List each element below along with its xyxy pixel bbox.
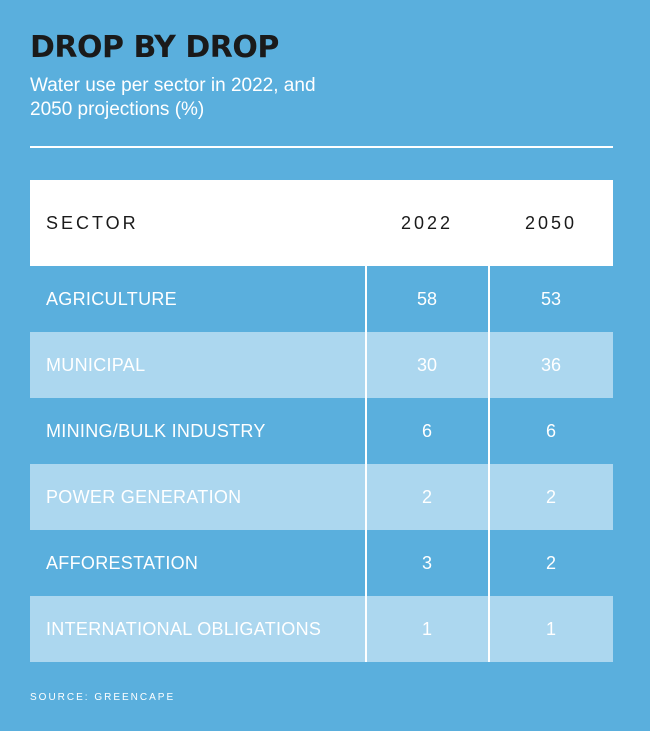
value-2050-cell: 36 [540,355,562,375]
value-2050-cell: 2 [545,487,556,507]
sector-cell: AFFORESTATION [46,553,199,573]
value-2050-cell: 6 [545,421,556,441]
chart-subtitle: Water use per sector in 2022, and 2050 p… [30,75,316,120]
value-2022-cell: 58 [416,289,438,309]
water-use-table: SECTOR 2022 2050 AGRICULTURE 58 53 MUNIC… [30,180,613,662]
table-row: AFFORESTATION 3 2 [30,530,613,596]
source-note: SOURCE: GREENCAPE [30,692,176,703]
column-divider [488,266,490,662]
table-row: INTERNATIONAL OBLIGATIONS 1 1 [30,596,613,662]
value-2050-cell: 53 [540,289,562,309]
value-2022-cell: 1 [421,619,432,639]
sector-cell: AGRICULTURE [46,289,177,309]
table-body: AGRICULTURE 58 53 MUNICIPAL 30 36 MINING… [30,266,613,662]
table-header: SECTOR 2022 2050 [30,180,613,266]
sector-cell: MINING/BULK INDUSTRY [46,421,266,441]
column-header-2050: 2050 [524,213,578,233]
column-header-2022: 2022 [400,213,454,233]
sector-cell: INTERNATIONAL OBLIGATIONS [46,619,322,639]
table-row: POWER GENERATION 2 2 [30,464,613,530]
sector-cell: POWER GENERATION [46,487,242,507]
table-row: MINING/BULK INDUSTRY 6 6 [30,398,613,464]
value-2022-cell: 6 [421,421,432,441]
value-2022-cell: 3 [421,553,432,573]
table-row: AGRICULTURE 58 53 [30,266,613,332]
title-divider [30,146,613,148]
table-row: MUNICIPAL 30 36 [30,332,613,398]
value-2050-cell: 1 [545,619,556,639]
value-2050-cell: 2 [545,553,556,573]
column-header-sector: SECTOR [46,213,139,233]
column-divider [365,266,367,662]
chart-title: DROP BY DROP [30,30,279,65]
sector-cell: MUNICIPAL [46,355,146,375]
value-2022-cell: 2 [421,487,432,507]
value-2022-cell: 30 [416,355,438,375]
